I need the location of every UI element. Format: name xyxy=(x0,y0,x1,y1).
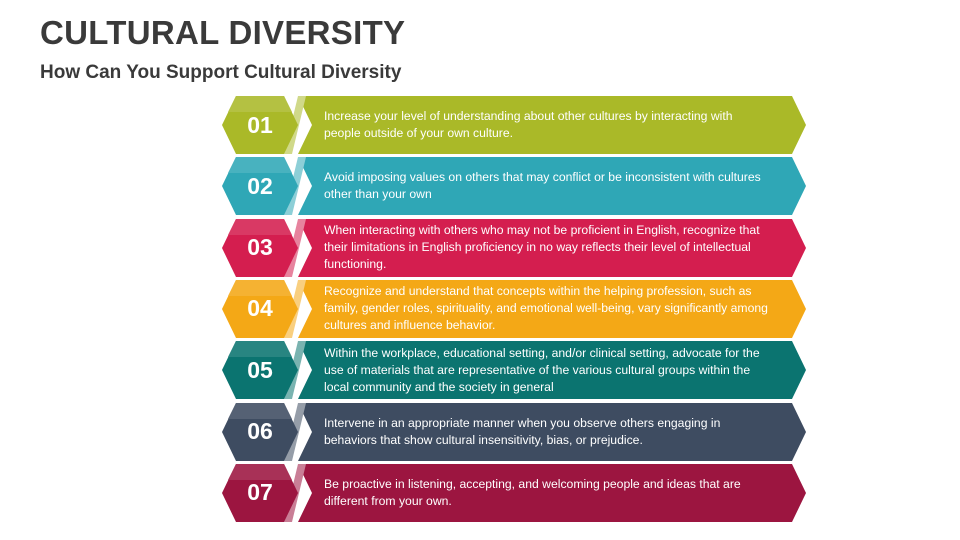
step-number: 01 xyxy=(247,111,273,138)
step-shape xyxy=(222,218,806,277)
step-shape xyxy=(222,402,806,461)
step-row: 07 Be proactive in listening, accepting, … xyxy=(222,463,806,522)
step-shape xyxy=(222,157,806,216)
step-banner xyxy=(298,463,806,522)
step-number: 05 xyxy=(247,356,273,383)
step-badge-highlight xyxy=(228,96,292,112)
step-badge-highlight xyxy=(228,402,292,419)
step-banner xyxy=(298,279,806,338)
step-badge-highlight xyxy=(228,157,292,174)
step-shape xyxy=(222,341,806,400)
page-title: CULTURAL DIVERSITY xyxy=(40,14,406,51)
step-text: When interacting with others who may not… xyxy=(324,223,760,272)
step-badge-highlight xyxy=(228,218,292,235)
step-row: 02 Avoid imposing values on others that m… xyxy=(222,157,806,216)
step-badge-highlight xyxy=(228,463,292,480)
step-banner xyxy=(298,341,806,400)
step-number: 03 xyxy=(247,234,273,261)
step-number: 04 xyxy=(247,295,273,322)
step-text: Increase your level of understanding abo… xyxy=(324,109,733,140)
step-banner xyxy=(298,218,806,277)
step-text: Within the workplace, educational settin… xyxy=(324,345,760,394)
step-text: Recognize and understand that concepts w… xyxy=(324,284,768,333)
step-number: 06 xyxy=(247,418,273,444)
step-row: 06 Intervene in an appropriate manner whe… xyxy=(222,402,806,461)
step-row: 05 Within the workplace, educational sett… xyxy=(222,341,806,400)
step-text: Avoid imposing values on others that may… xyxy=(324,170,761,202)
step-row: 03 When interacting with others who may n… xyxy=(222,218,806,277)
step-row: 01 Increase your level of understanding a… xyxy=(222,96,806,154)
step-number: 02 xyxy=(247,172,273,199)
step-badge-highlight xyxy=(228,341,292,358)
step-text: Intervene in an appropriate manner when … xyxy=(324,415,721,447)
step-shape xyxy=(222,463,806,522)
step-banner xyxy=(298,157,806,216)
page-subtitle: How Can You Support Cultural Diversity xyxy=(40,62,402,83)
step-shape xyxy=(222,96,806,154)
step-badge-highlight xyxy=(228,279,292,296)
step-row: 04 Recognize and understand that concepts… xyxy=(222,279,806,338)
step-banner xyxy=(298,96,806,154)
step-banner xyxy=(298,402,806,461)
step-shape xyxy=(222,279,806,338)
step-text: Be proactive in listening, accepting, an… xyxy=(324,476,741,508)
step-number: 07 xyxy=(247,479,273,506)
